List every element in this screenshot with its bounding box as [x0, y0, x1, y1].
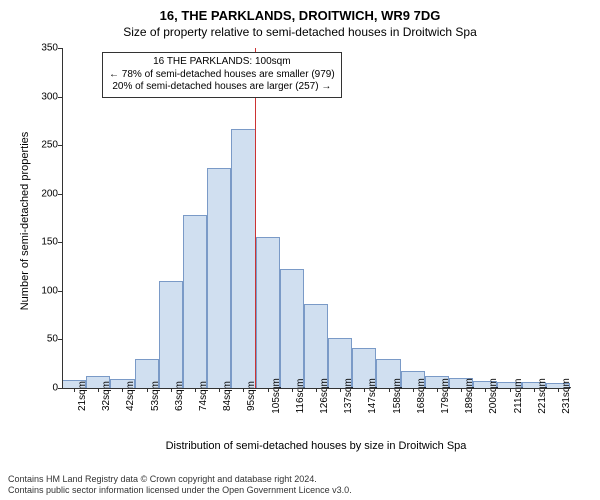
x-tick-label: 74sqm — [198, 381, 209, 411]
y-tick-label: 300 — [32, 91, 58, 102]
x-tick-label: 21sqm — [77, 381, 88, 411]
x-tick-label: 211sqm — [513, 379, 524, 414]
x-tick-label: 147sqm — [367, 378, 378, 414]
title-main: 16, THE PARKLANDS, DROITWICH, WR9 7DG — [0, 0, 600, 23]
histogram-bar — [159, 281, 183, 388]
y-axis-label: Number of semi-detached properties — [19, 121, 31, 321]
info-line-1: 16 THE PARKLANDS: 100sqm — [109, 56, 335, 69]
footer-line-1: Contains HM Land Registry data © Crown c… — [8, 474, 352, 485]
x-tick-label: 63sqm — [174, 381, 185, 411]
x-tick-label: 84sqm — [222, 381, 233, 411]
x-tick-label: 179sqm — [440, 378, 451, 414]
x-tick-label: 221sqm — [537, 378, 548, 414]
histogram-bar — [183, 215, 207, 388]
histogram-bar — [280, 269, 304, 388]
x-tick-label: 231sqm — [561, 378, 572, 414]
info-box: 16 THE PARKLANDS: 100sqm ← 78% of semi-d… — [102, 52, 342, 98]
title-sub: Size of property relative to semi-detach… — [0, 23, 600, 39]
x-tick-label: 42sqm — [125, 381, 136, 411]
footer: Contains HM Land Registry data © Crown c… — [8, 474, 352, 496]
y-tick-label: 100 — [32, 285, 58, 296]
chart-plot-area: 05010015020025030035021sqm32sqm42sqm53sq… — [62, 48, 570, 388]
histogram-bar — [304, 304, 328, 388]
y-tick-label: 350 — [32, 43, 58, 54]
footer-line-2: Contains public sector information licen… — [8, 485, 352, 496]
x-tick-label: 32sqm — [101, 381, 112, 411]
info-line-3: 20% of semi-detached houses are larger (… — [109, 81, 335, 94]
y-tick-label: 200 — [32, 188, 58, 199]
x-tick-label: 200sqm — [488, 378, 499, 414]
x-tick-label: 158sqm — [392, 378, 403, 414]
y-tick-label: 250 — [32, 140, 58, 151]
x-tick-label: 189sqm — [464, 378, 475, 414]
x-tick-label: 105sqm — [271, 378, 282, 414]
histogram-bar — [231, 129, 255, 388]
y-tick-label: 0 — [32, 383, 58, 394]
histogram-bar — [256, 237, 280, 388]
x-tick-label: 168sqm — [416, 378, 427, 414]
x-tick-label: 126sqm — [319, 378, 330, 414]
histogram-bar — [207, 168, 231, 388]
marker-line — [255, 48, 256, 388]
info-line-2: ← 78% of semi-detached houses are smalle… — [109, 69, 335, 82]
x-tick-label: 116sqm — [295, 379, 306, 414]
x-axis-label: Distribution of semi-detached houses by … — [62, 440, 570, 452]
x-tick-label: 53sqm — [150, 381, 161, 411]
y-tick-label: 150 — [32, 237, 58, 248]
y-tick-label: 50 — [32, 334, 58, 345]
x-tick-label: 137sqm — [343, 378, 354, 414]
